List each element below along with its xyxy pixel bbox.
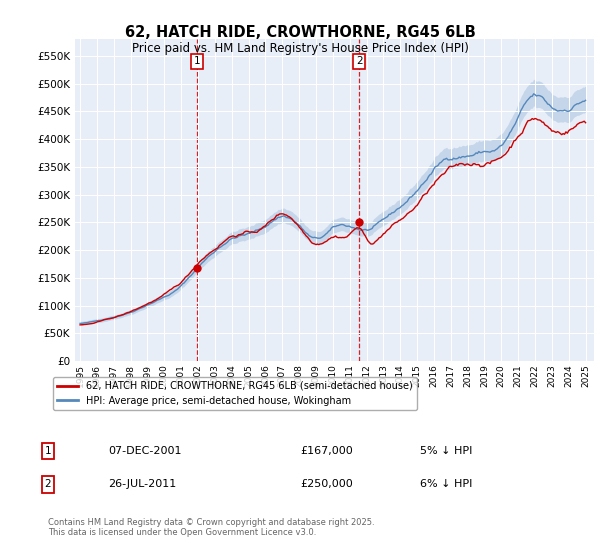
Text: 62, HATCH RIDE, CROWTHORNE, RG45 6LB: 62, HATCH RIDE, CROWTHORNE, RG45 6LB <box>125 25 475 40</box>
Text: 2: 2 <box>44 479 52 489</box>
Text: 1: 1 <box>44 446 52 456</box>
Text: £250,000: £250,000 <box>300 479 353 489</box>
Text: 07-DEC-2001: 07-DEC-2001 <box>108 446 182 456</box>
Text: Price paid vs. HM Land Registry's House Price Index (HPI): Price paid vs. HM Land Registry's House … <box>131 42 469 55</box>
Text: 6% ↓ HPI: 6% ↓ HPI <box>420 479 472 489</box>
Text: 5% ↓ HPI: 5% ↓ HPI <box>420 446 472 456</box>
Text: Contains HM Land Registry data © Crown copyright and database right 2025.
This d: Contains HM Land Registry data © Crown c… <box>48 518 374 538</box>
Text: 1: 1 <box>193 57 200 67</box>
Text: £167,000: £167,000 <box>300 446 353 456</box>
Text: 26-JUL-2011: 26-JUL-2011 <box>108 479 176 489</box>
Legend: 62, HATCH RIDE, CROWTHORNE, RG45 6LB (semi-detached house), HPI: Average price, : 62, HATCH RIDE, CROWTHORNE, RG45 6LB (se… <box>53 377 416 410</box>
Text: 2: 2 <box>356 57 362 67</box>
